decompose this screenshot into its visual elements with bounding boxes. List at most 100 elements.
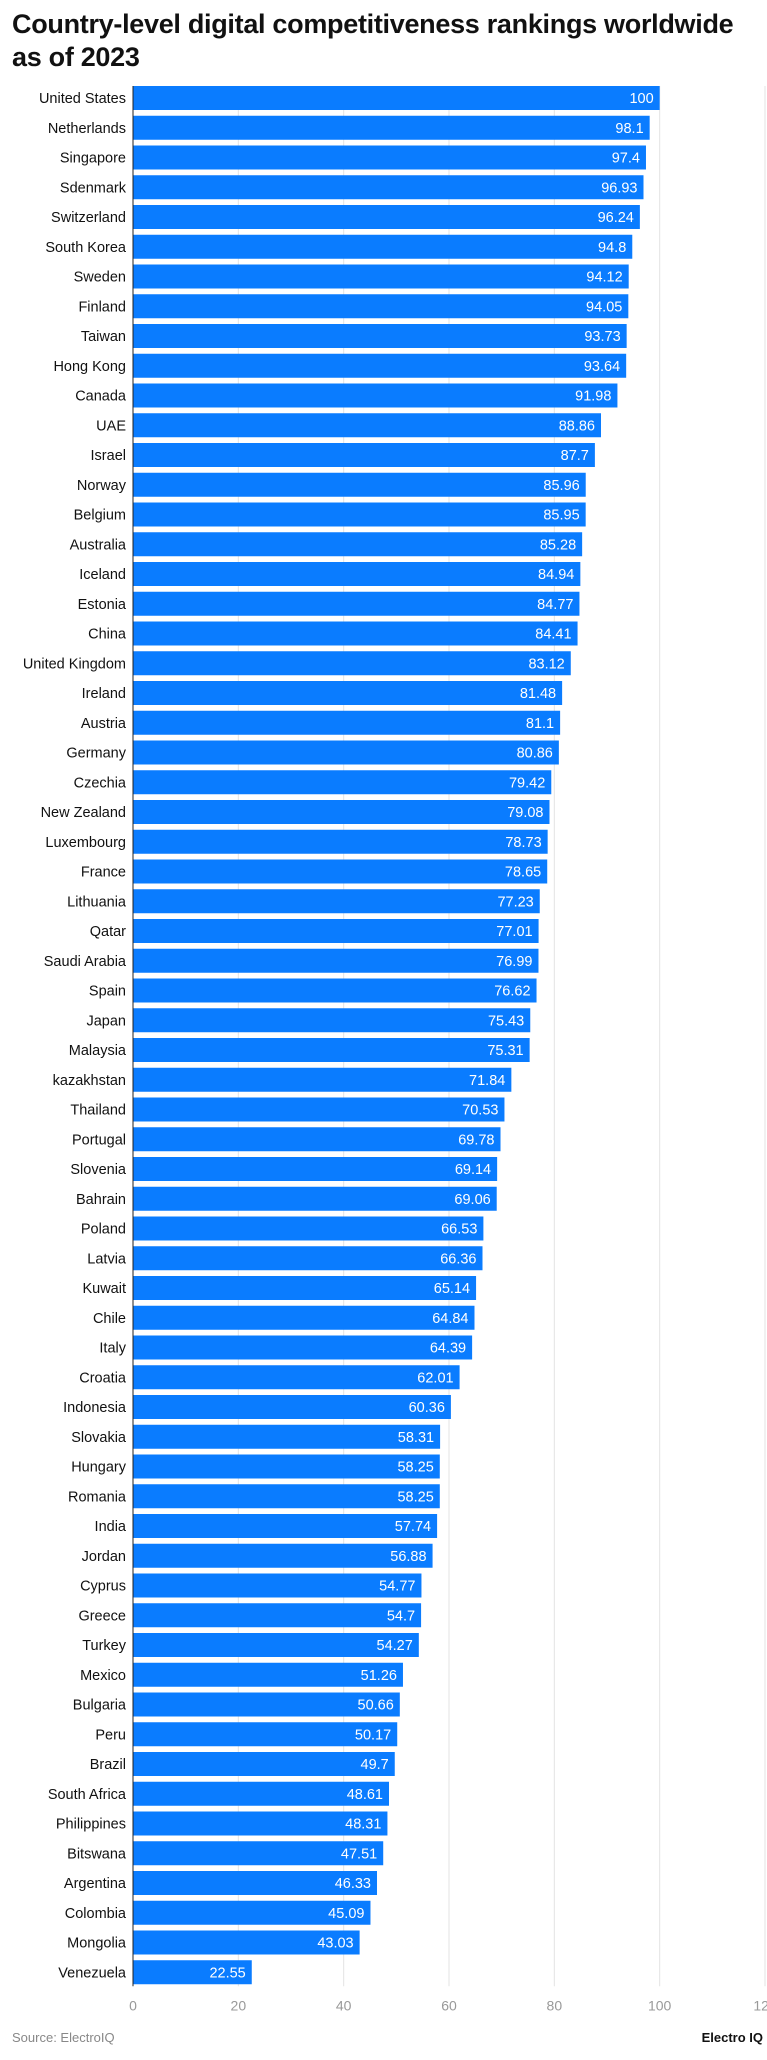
category-label: Hungary	[71, 1460, 127, 1476]
bar	[133, 353, 627, 378]
category-label: Bahrain	[76, 1192, 126, 1208]
bar	[133, 115, 650, 140]
bar	[133, 1305, 475, 1330]
data-label: 62.01	[417, 1370, 453, 1386]
data-label: 69.78	[458, 1132, 494, 1148]
data-label: 87.7	[561, 448, 589, 464]
data-label: 45.09	[328, 1906, 364, 1922]
category-label: Mongolia	[67, 1936, 127, 1952]
category-label: Croatia	[79, 1370, 127, 1386]
data-label: 79.42	[509, 775, 545, 791]
bar	[133, 502, 586, 527]
data-label: 60.36	[409, 1400, 445, 1416]
data-label: 43.03	[317, 1936, 353, 1952]
category-label: Belgium	[74, 508, 126, 524]
data-label: 66.53	[441, 1222, 477, 1238]
source-note: Source: ElectroIQ	[12, 2030, 115, 2045]
x-tick-label: 80	[547, 1997, 563, 2013]
bar	[133, 383, 618, 408]
data-label: 84.77	[537, 597, 573, 613]
bar	[133, 1484, 440, 1509]
bar	[133, 264, 629, 289]
data-label: 94.05	[586, 299, 622, 315]
data-label: 65.14	[434, 1281, 470, 1297]
data-label: 48.31	[345, 1817, 381, 1833]
bar	[133, 1633, 419, 1657]
bar	[133, 591, 580, 616]
x-tick-label: 40	[336, 1997, 352, 2013]
bar	[133, 859, 548, 884]
bar	[133, 1722, 398, 1747]
bar	[133, 1514, 438, 1538]
data-label: 84.94	[538, 567, 574, 583]
category-label: Singapore	[60, 151, 126, 167]
category-label: Indonesia	[63, 1400, 127, 1416]
bar	[133, 1543, 433, 1568]
bar	[133, 1603, 422, 1628]
category-label: Saudi Arabia	[44, 954, 127, 970]
bar	[133, 1186, 497, 1211]
data-label: 81.48	[520, 686, 556, 702]
bar	[133, 1365, 460, 1390]
category-label: Finland	[78, 299, 126, 315]
category-label: UAE	[96, 418, 126, 434]
category-label: France	[81, 865, 126, 881]
bar	[133, 978, 537, 1003]
data-label: 84.41	[535, 627, 571, 643]
data-label: 70.53	[462, 1103, 498, 1119]
bar	[133, 1157, 498, 1181]
data-label: 96.93	[601, 180, 637, 196]
bar	[133, 205, 640, 229]
bar	[133, 1097, 505, 1122]
category-label: Latvia	[87, 1251, 127, 1267]
category-label: Norway	[77, 478, 127, 494]
bar	[133, 1811, 388, 1836]
bar	[133, 1424, 441, 1449]
category-label: Australia	[70, 537, 127, 553]
category-label: South Africa	[48, 1787, 127, 1803]
data-label: 85.96	[543, 478, 579, 494]
bar	[133, 740, 559, 765]
data-label: 85.95	[543, 508, 579, 524]
category-label: Thailand	[70, 1103, 126, 1119]
bar	[133, 621, 578, 646]
data-label: 91.98	[575, 389, 611, 405]
bar	[133, 1127, 501, 1152]
data-label: 54.27	[377, 1638, 413, 1654]
data-label: 97.4	[612, 151, 640, 167]
data-label: 47.51	[341, 1846, 377, 1862]
category-label: South Korea	[45, 240, 127, 256]
data-label: 49.7	[361, 1757, 389, 1773]
category-label: Romania	[68, 1489, 127, 1505]
category-label: Switzerland	[51, 210, 126, 226]
data-label: 76.99	[496, 954, 532, 970]
data-label: 76.62	[494, 984, 530, 1000]
data-label: 56.88	[390, 1549, 426, 1565]
bar	[133, 1067, 512, 1092]
data-label: 83.12	[528, 656, 564, 672]
category-label: Qatar	[90, 924, 126, 940]
bar	[133, 770, 552, 795]
bar	[133, 472, 586, 497]
category-label: Germany	[66, 746, 126, 762]
bar	[133, 234, 633, 259]
category-label: Hong Kong	[53, 359, 126, 375]
data-label: 98.1	[615, 121, 643, 137]
bar	[133, 1841, 384, 1866]
data-label: 93.73	[584, 329, 620, 345]
bar	[133, 1454, 440, 1479]
data-label: 66.36	[440, 1251, 476, 1267]
bar	[133, 443, 595, 467]
category-label: United States	[39, 91, 126, 107]
x-tick-label: 20	[231, 1997, 247, 2013]
data-label: 85.28	[540, 537, 576, 553]
data-label: 78.65	[505, 865, 541, 881]
data-label: 57.74	[395, 1519, 431, 1535]
category-label: Netherlands	[48, 121, 126, 137]
bar	[133, 1276, 477, 1300]
x-tick-label: 0	[129, 1997, 137, 2013]
data-label: 77.23	[497, 894, 533, 910]
data-label: 51.26	[361, 1668, 397, 1684]
data-label: 22.55	[209, 1965, 245, 1981]
